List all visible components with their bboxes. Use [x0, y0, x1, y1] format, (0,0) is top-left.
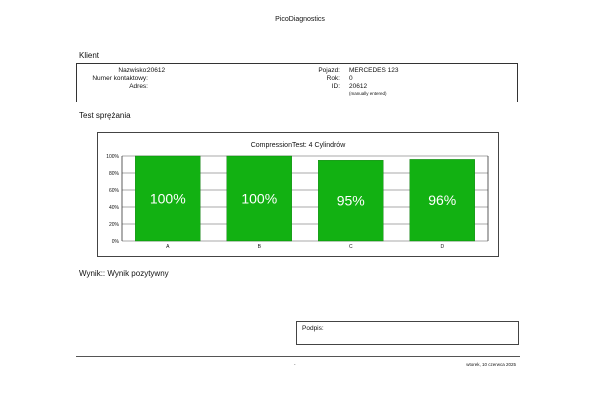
- bar-c: [318, 160, 384, 242]
- id-note: (manually entered): [349, 91, 387, 96]
- bar-value-label: 100%: [150, 191, 186, 207]
- address-label: Adres:: [129, 83, 148, 90]
- result-text: Wynik:: Wynik pozytywny: [79, 269, 169, 278]
- surname-value: 20612: [147, 67, 166, 74]
- bar-d: [409, 159, 475, 242]
- bar-b: [226, 155, 292, 242]
- y-tick-label: 100%: [106, 154, 119, 160]
- test-section-title: Test sprężania: [79, 111, 131, 120]
- app-title: PicoDiagnostics: [275, 16, 325, 23]
- y-tick-label: 60%: [109, 188, 120, 194]
- vehicle-label: Pojazd:: [318, 67, 340, 74]
- id-label: ID:: [331, 83, 340, 90]
- year-label: Rok:: [326, 75, 340, 82]
- bar-value-label: 96%: [428, 192, 456, 208]
- footer-center-text: -: [294, 362, 296, 367]
- footer-date: wtorek, 10 czerwca 2025: [466, 362, 516, 367]
- chart-title: CompressionTest: 4 Cylindrów: [250, 142, 346, 149]
- y-tick-label: 20%: [109, 222, 120, 228]
- client-info-box: Nazwisko: 20612 Numer kontaktowy: Adres:…: [76, 63, 518, 102]
- signature-label: Podpis:: [302, 325, 324, 332]
- x-tick-label: B: [258, 244, 262, 250]
- client-section-title: Klient: [79, 51, 100, 60]
- bar-value-label: 100%: [241, 191, 277, 207]
- x-tick-label: C: [349, 244, 353, 250]
- signature-box: Podpis:: [296, 321, 519, 345]
- vehicle-value: MERCEDES 123: [349, 67, 399, 74]
- footer-divider: [76, 356, 520, 357]
- y-tick-label: 80%: [109, 171, 120, 177]
- x-tick-label: A: [166, 244, 170, 250]
- chart-plot: 0% 20% 40% 60% 80% 100% 100% A 100% B 95% C 96% D: [106, 154, 489, 250]
- x-tick-label: D: [440, 244, 444, 250]
- bar-value-label: 95%: [337, 193, 365, 209]
- bar-a: [135, 155, 201, 242]
- compression-chart: CompressionTest: 4 Cylindrów 0% 20% 40% 60%…: [97, 132, 499, 257]
- id-value: 20612: [349, 83, 368, 90]
- year-value: 0: [349, 75, 353, 82]
- y-tick-label: 40%: [109, 205, 120, 211]
- contact-number-label: Numer kontaktowy:: [92, 75, 148, 82]
- y-tick-label: 0%: [112, 239, 120, 245]
- surname-label: Nazwisko:: [118, 67, 148, 74]
